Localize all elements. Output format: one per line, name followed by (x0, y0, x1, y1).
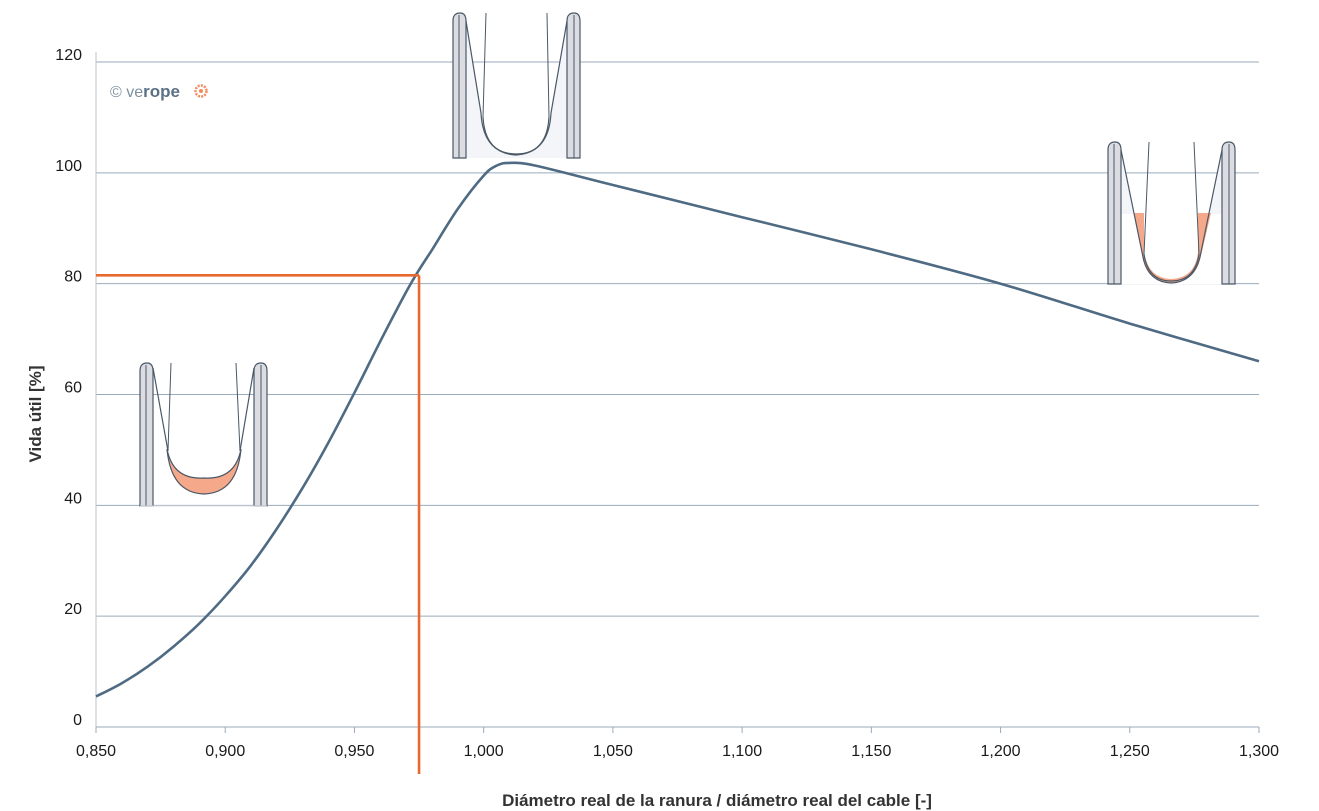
y-tick-label: 40 (64, 490, 82, 507)
y-tick-label: 80 (64, 269, 82, 286)
verope-logo: © verope (110, 82, 208, 101)
x-axis-label: Diámetro real de la ranura / diámetro re… (502, 791, 932, 810)
x-tick-label: 1,150 (851, 743, 891, 760)
x-tick-label: 1,000 (464, 743, 504, 760)
wide-groove-icon (1107, 141, 1236, 285)
ideal-groove-icon (452, 12, 581, 159)
logo-wordmark: rope (143, 82, 180, 101)
x-tick-label: 1,200 (981, 743, 1021, 760)
x-tick-label: 0,850 (76, 743, 116, 760)
axes (95, 52, 1260, 733)
x-tick-label: 0,950 (334, 743, 374, 760)
x-tick-label: 1,250 (1110, 743, 1150, 760)
grid-lines (96, 61, 1259, 617)
y-axis-label: Vida útil [%] (26, 366, 45, 463)
y-tick-label: 0 (73, 712, 82, 729)
y-tick-label: 120 (55, 47, 82, 64)
y-tick-labels: 0 20 40 60 80 100 120 (55, 47, 82, 729)
series-layer (95, 161, 1260, 698)
y-tick-label: 20 (64, 601, 82, 618)
x-tick-label: 1,050 (593, 743, 633, 760)
x-tick-labels: 0,850 0,900 0,950 1,000 1,050 1,100 1,150 1,200… (76, 743, 1279, 760)
y-tick-label: 60 (64, 380, 82, 397)
tight-groove-icon (139, 362, 268, 507)
logo-mark-icon (194, 84, 208, 98)
series-line-0 (95, 161, 1260, 698)
svg-text:© verope: © verope (110, 82, 180, 101)
y-tick-label: 100 (55, 158, 82, 175)
x-tick-label: 1,100 (722, 743, 762, 760)
x-tick-label: 0,900 (205, 743, 245, 760)
logo-prefix: © ve (110, 84, 143, 101)
reference-lines (96, 274, 421, 774)
x-tick-label: 1,300 (1239, 743, 1279, 760)
